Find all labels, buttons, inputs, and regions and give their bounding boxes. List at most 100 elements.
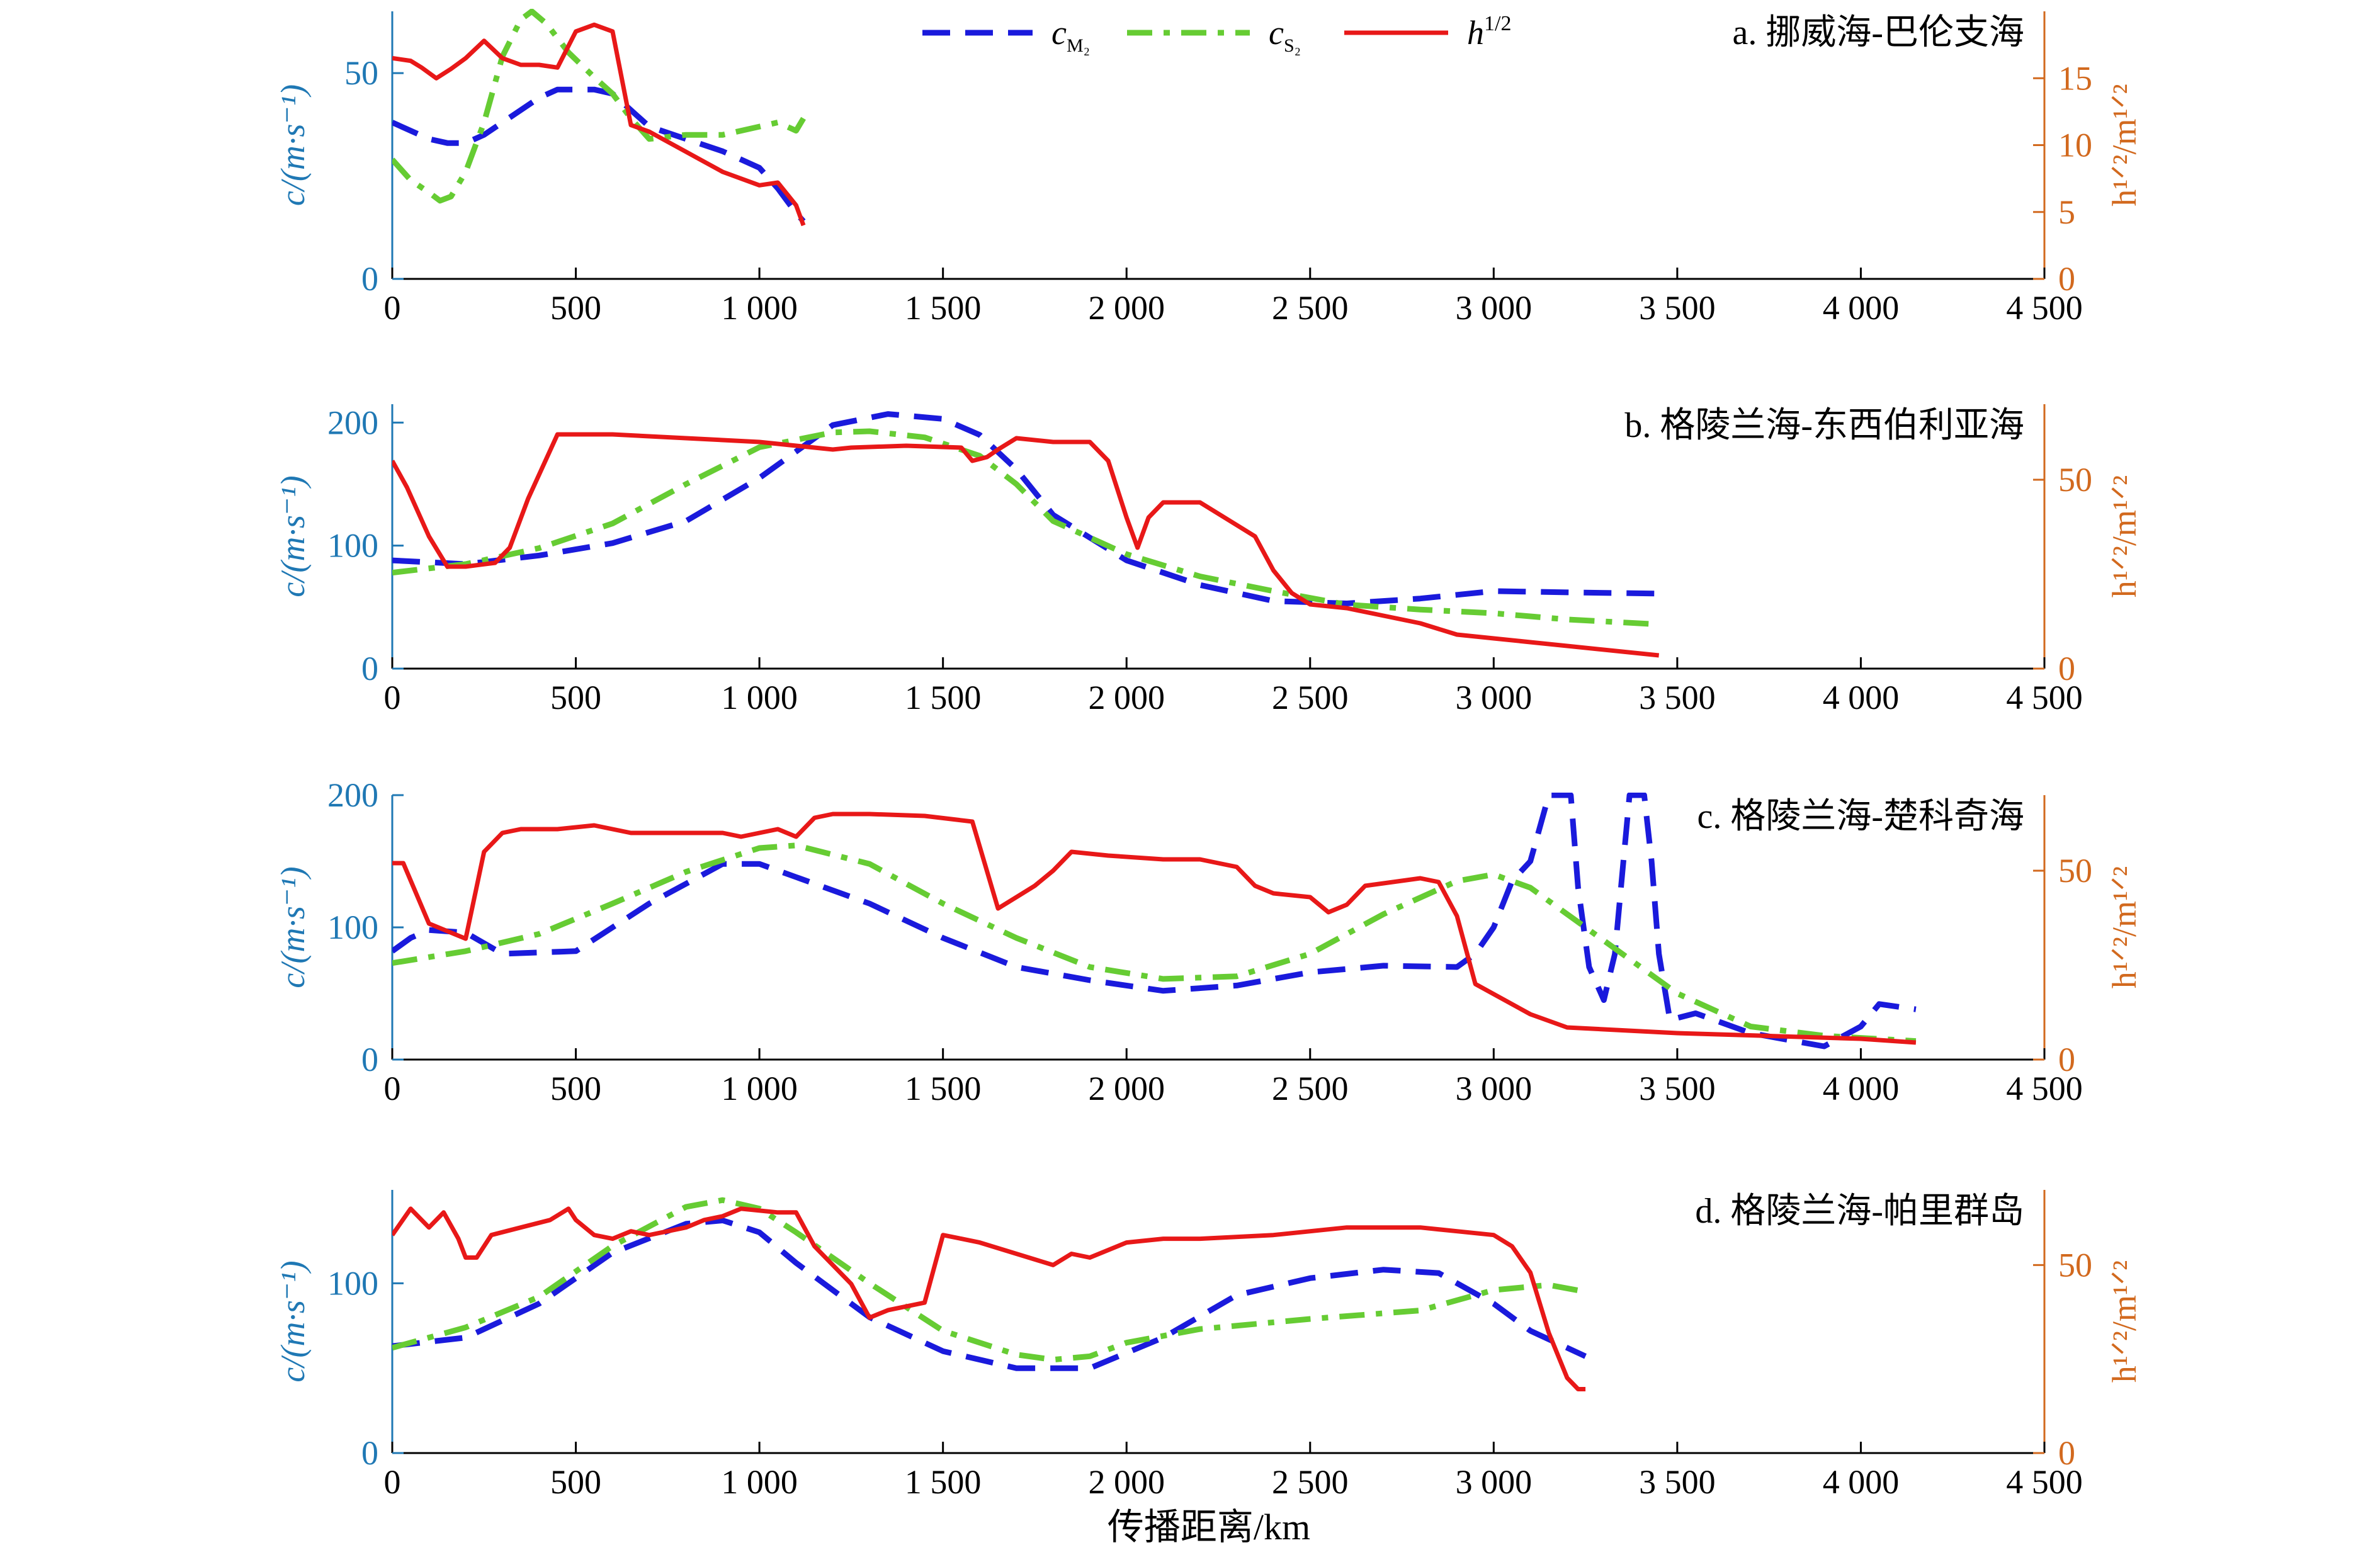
x-tick-label: 2 500 <box>1272 1463 1349 1501</box>
x-tick-label: 0 <box>384 679 401 716</box>
right-y-tick-label: 0 <box>2058 1041 2075 1078</box>
right-y-tick-label: 50 <box>2058 1246 2092 1284</box>
left-y-tick-label: 50 <box>344 54 378 92</box>
x-tick-label: 500 <box>550 289 601 327</box>
right-y-axis-label: h¹ᐟ²/m¹ᐟ² <box>2105 475 2143 597</box>
series-line-cM2 <box>392 1218 1587 1371</box>
x-tick-label: 1 500 <box>905 679 982 716</box>
left-y-tick-label: 0 <box>361 1434 378 1472</box>
x-tick-label: 2 000 <box>1088 1463 1165 1501</box>
left-y-axis-label: c/(m·s⁻¹) <box>274 1260 312 1382</box>
x-tick-label: 500 <box>550 1463 601 1501</box>
right-y-tick-label: 50 <box>2058 461 2092 499</box>
panel-title: b. 格陵兰海-东西伯利亚海 <box>1624 406 2024 445</box>
left-y-tick-label: 100 <box>327 908 378 946</box>
x-tick-label: 0 <box>384 1463 401 1501</box>
right-y-tick-label: 0 <box>2058 650 2075 687</box>
legend-label-sub: S₂ <box>1284 35 1301 56</box>
x-tick-label: 2 500 <box>1272 289 1349 327</box>
left-y-tick-label: 0 <box>361 260 378 298</box>
x-tick-label: 3 000 <box>1456 1463 1533 1501</box>
x-tick-label: 1 000 <box>721 289 798 327</box>
series-group <box>392 9 806 227</box>
left-y-axis-label: c/(m·s⁻¹) <box>274 475 312 597</box>
legend-label-sub: M₂ <box>1067 35 1090 56</box>
series-line-h <box>392 432 1660 658</box>
x-tick-label: 1 000 <box>721 679 798 716</box>
x-tick-label: 3 000 <box>1456 1070 1533 1107</box>
right-y-tick-label: 50 <box>2058 852 2092 890</box>
x-tick-label: 0 <box>384 289 401 327</box>
series-group <box>392 793 1917 1049</box>
series-line-cM2 <box>392 411 1659 606</box>
x-tick-label: 3 500 <box>1639 1463 1716 1501</box>
x-tick-label: 1 500 <box>905 1070 982 1107</box>
x-tick-label: 2 500 <box>1272 679 1349 716</box>
panel-b: 0 500 1 000 1 500 2 000 2 500 3 000 3 500 4 000 4… <box>274 404 2143 716</box>
legend-label-main: c <box>1051 14 1067 52</box>
x-tick-label: 500 <box>550 679 601 716</box>
panel-d: 0 500 1 000 1 500 2 000 2 500 3 000 3 500 4 000 4… <box>274 1190 2143 1501</box>
left-y-axis-label: c/(m·s⁻¹) <box>274 866 312 988</box>
legend-label-main: c <box>1269 14 1284 52</box>
right-y-tick-label: 5 <box>2058 193 2075 231</box>
legend-label-h: h1/2 <box>1467 12 1511 52</box>
x-tick-label: 4 000 <box>1823 679 1900 716</box>
right-y-axis-label: h¹ᐟ²/m¹ᐟ² <box>2105 866 2143 988</box>
series-line-cS2 <box>392 842 1917 1044</box>
series-line-cS2 <box>392 1197 1586 1363</box>
legend-label-cS2: cS₂ <box>1269 14 1301 56</box>
series-line-h <box>392 1206 1586 1391</box>
right-y-tick-label: 0 <box>2058 260 2075 298</box>
x-tick-label: 2 000 <box>1088 289 1165 327</box>
legend: cM₂ cS₂ h1/2 <box>922 12 1511 56</box>
legend-label-sup: 1/2 <box>1484 12 1511 35</box>
x-tick-label: 1 000 <box>721 1070 798 1107</box>
x-tick-label: 0 <box>384 1070 401 1107</box>
panel-title: a. 挪威海-巴伦支海 <box>1732 13 2024 52</box>
left-y-tick-label: 200 <box>327 404 378 441</box>
x-axis-label: 传播距离/km <box>1108 1507 1310 1547</box>
x-tick-label: 1 000 <box>721 1463 798 1501</box>
left-y-tick-label: 0 <box>361 1041 378 1078</box>
x-tick-label: 1 500 <box>905 1463 982 1501</box>
x-tick-label: 3 500 <box>1639 679 1716 716</box>
x-tick-label: 4 000 <box>1823 1070 1900 1107</box>
right-y-axis-label: h¹ᐟ²/m¹ᐟ² <box>2105 84 2143 206</box>
x-tick-label: 4 500 <box>2006 289 2083 327</box>
x-tick-label: 2 000 <box>1088 1070 1165 1107</box>
left-y-tick-label: 0 <box>361 650 378 687</box>
x-tick-label: 4 000 <box>1823 1463 1900 1501</box>
panel-title: d. 格陵兰海-帕里群岛 <box>1695 1192 2024 1231</box>
x-tick-label: 3 000 <box>1456 289 1533 327</box>
legend-label-main: h <box>1467 14 1484 52</box>
series-line-cS2 <box>392 428 1659 628</box>
x-tick-label: 4 500 <box>2006 1070 2083 1107</box>
x-tick-label: 1 500 <box>905 289 982 327</box>
series-line-cM2 <box>392 86 806 223</box>
right-y-tick-label: 10 <box>2058 127 2092 164</box>
panel-a: 0 500 1 000 1 500 2 000 2 500 3 000 3 500 4 000 4… <box>274 9 2143 327</box>
series-group <box>392 1197 1587 1391</box>
series-line-h <box>392 812 1917 1045</box>
series-line-h <box>392 22 806 227</box>
left-y-axis-label: c/(m·s⁻¹) <box>274 84 312 206</box>
x-tick-label: 500 <box>550 1070 601 1107</box>
x-tick-label: 3 500 <box>1639 1070 1716 1107</box>
right-y-axis-label: h¹ᐟ²/m¹ᐟ² <box>2105 1260 2143 1383</box>
panels: 0 500 1 000 1 500 2 000 2 500 3 000 3 500 4 000 4… <box>274 9 2143 1501</box>
right-y-tick-label: 0 <box>2058 1434 2075 1472</box>
series-line-cM2 <box>392 793 1917 1049</box>
series-line-cS2 <box>392 9 806 204</box>
left-y-tick-label: 200 <box>327 776 378 814</box>
panel-c: 0 500 1 000 1 500 2 000 2 500 3 000 3 500 4 000 4… <box>274 776 2143 1107</box>
x-tick-label: 4 500 <box>2006 679 2083 716</box>
x-tick-label: 2 000 <box>1088 679 1165 716</box>
left-y-tick-label: 100 <box>327 527 378 565</box>
x-tick-label: 3 000 <box>1456 679 1533 716</box>
x-tick-label: 4 500 <box>2006 1463 2083 1501</box>
x-tick-label: 2 500 <box>1272 1070 1349 1107</box>
right-y-tick-label: 15 <box>2058 59 2092 97</box>
left-y-tick-label: 100 <box>327 1264 378 1302</box>
